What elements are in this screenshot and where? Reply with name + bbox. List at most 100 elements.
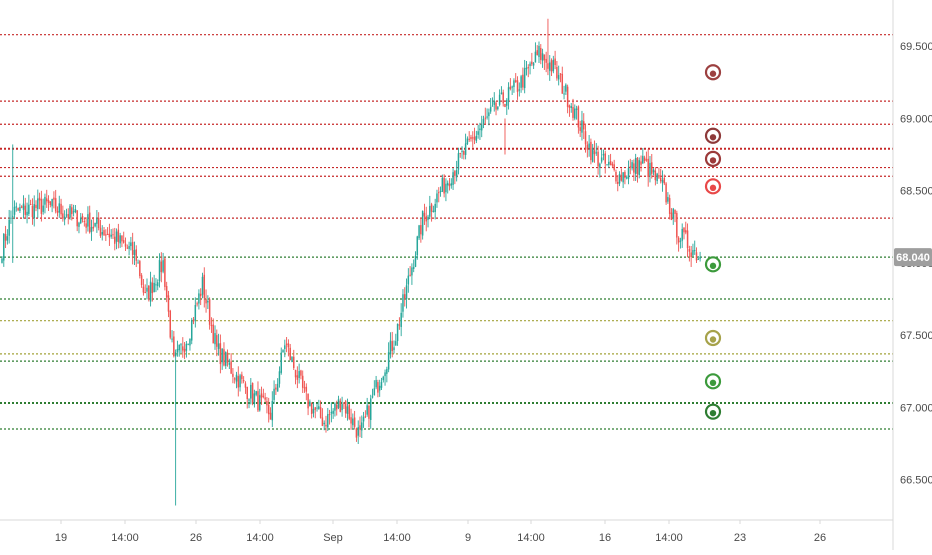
candle-body (133, 250, 136, 256)
y-tick-label: 66.500 (900, 475, 932, 487)
candle-body (597, 151, 599, 167)
candle-body (364, 416, 367, 418)
candle-body (325, 424, 327, 427)
candle-body (192, 319, 195, 322)
candle-body (319, 407, 322, 418)
candle-body (58, 203, 61, 213)
x-tick-label: 9 (465, 532, 471, 544)
level-marker-dot (709, 184, 717, 192)
candle-body (443, 177, 445, 194)
candle-body (144, 291, 146, 294)
candle-body (586, 144, 589, 150)
candle-body (232, 373, 234, 377)
candle-body (128, 246, 130, 249)
level-marker-dot (709, 409, 717, 417)
levels-layer (0, 34, 893, 430)
candle-body (393, 347, 395, 351)
candle-body (99, 227, 102, 236)
candle-body (667, 197, 669, 202)
candle-body (643, 157, 646, 161)
candle-body (366, 405, 368, 415)
candle-body (452, 172, 454, 185)
candle-body (688, 248, 691, 252)
candle-body (42, 205, 44, 212)
candle-body (309, 401, 311, 407)
x-tick-label: 14:00 (246, 532, 274, 544)
y-tick-label: 69.500 (900, 41, 932, 53)
candle-body (502, 92, 504, 104)
candle-body (647, 158, 649, 177)
level-marker-dot (709, 134, 717, 141)
candle-body (489, 107, 492, 112)
candle-body (235, 374, 238, 382)
candle-body (507, 87, 510, 101)
candle-body (557, 75, 560, 80)
candle-body (484, 117, 487, 119)
candle-body (74, 209, 77, 212)
candle-body (497, 106, 499, 110)
candle-body (391, 341, 393, 351)
candle-body (486, 116, 488, 118)
candle-body (661, 180, 664, 183)
candle-body (416, 236, 419, 256)
candle-body (176, 348, 179, 353)
candle-body (438, 192, 440, 194)
candles-layer (1, 18, 701, 506)
x-tick-label: 14:00 (111, 532, 139, 544)
candle-body (164, 258, 166, 287)
candle-body (479, 128, 481, 131)
candle-body (518, 89, 521, 91)
candle-body (522, 74, 524, 88)
candle-body (344, 401, 347, 414)
candle-body (398, 324, 401, 326)
candle-body (493, 100, 495, 105)
candle-body (314, 407, 316, 410)
candle-body (301, 375, 304, 388)
candle-body (183, 348, 186, 353)
candle-body (464, 143, 467, 155)
candle-body (699, 257, 701, 259)
candle-body (690, 252, 692, 257)
candle-body (421, 210, 424, 236)
candle-body (552, 59, 555, 72)
candle-body (267, 404, 270, 415)
candle-body (634, 158, 637, 174)
candle-body (584, 131, 587, 145)
candle-body (529, 63, 531, 67)
candle-body (514, 80, 517, 82)
candle-body (142, 286, 145, 293)
candle-body (677, 237, 680, 243)
candle-body (590, 141, 592, 161)
candle-body (509, 86, 512, 89)
candle-body (310, 402, 313, 414)
candle-body (108, 233, 111, 238)
candle-body (554, 58, 556, 65)
candle-body (122, 240, 125, 243)
candle-body (676, 213, 678, 238)
candle-body (121, 235, 123, 242)
candle-body (13, 206, 16, 215)
candle-body (640, 161, 642, 165)
candle-body (615, 171, 617, 182)
candle-body (513, 80, 515, 88)
candle-body (271, 400, 274, 421)
candle-body (681, 228, 683, 241)
candle-body (604, 153, 606, 164)
candle-body (470, 136, 472, 140)
candle-body (547, 63, 549, 69)
candle-body (219, 343, 222, 365)
candle-body (656, 173, 658, 182)
candle-body (275, 387, 277, 390)
candle-body (94, 222, 96, 227)
candle-body (115, 231, 118, 242)
candle-body (110, 234, 112, 237)
candle-body (182, 346, 184, 351)
candle-body (595, 152, 598, 154)
candle-body (307, 393, 309, 409)
candle-body (482, 119, 485, 124)
candle-body (285, 343, 288, 345)
candle-body (226, 352, 229, 363)
candle-body (207, 300, 209, 303)
